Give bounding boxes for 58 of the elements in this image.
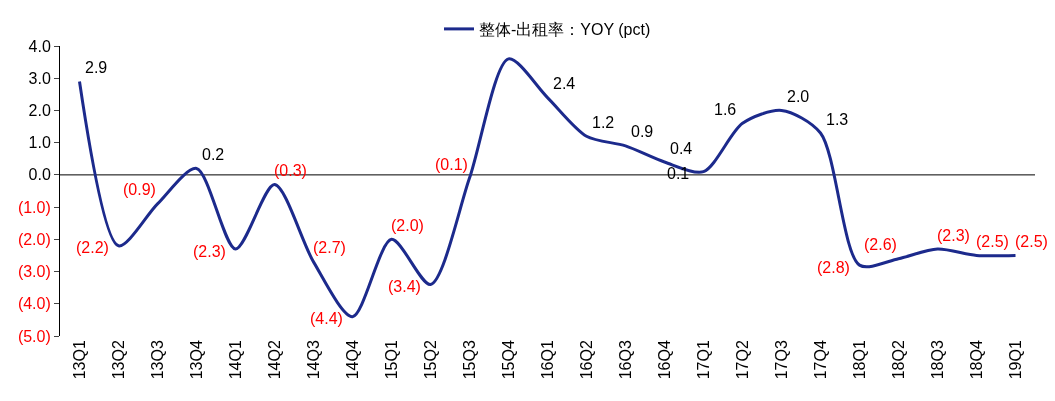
- x-tick-label: 14Q1: [226, 340, 244, 380]
- data-label: (0.1): [435, 156, 468, 173]
- x-tick-label: 16Q4: [655, 340, 673, 380]
- y-tick-label: (5.0): [17, 327, 51, 345]
- x-tick-label: 18Q3: [928, 340, 946, 380]
- x-tick-label: 18Q1: [850, 340, 868, 380]
- data-label: (2.0): [391, 217, 424, 234]
- x-tick-label: 19Q1: [1006, 340, 1024, 380]
- x-tick-label: 14Q3: [304, 340, 322, 380]
- x-tick-label: 16Q3: [616, 340, 634, 380]
- y-tick-label: (1.0): [17, 198, 51, 216]
- x-tick-label: 15Q2: [421, 340, 439, 380]
- x-tick-label: 15Q3: [460, 340, 478, 380]
- data-label: (2.3): [937, 227, 970, 244]
- x-tick-label: 17Q1: [694, 340, 712, 380]
- data-label: (2.2): [76, 239, 109, 256]
- x-tick-label: 15Q4: [499, 340, 517, 380]
- x-tick-label: 17Q2: [733, 340, 751, 380]
- x-tick-label: 17Q3: [772, 340, 790, 380]
- x-tick-label: 17Q4: [811, 340, 829, 380]
- y-tick-label: 2.0: [28, 102, 51, 120]
- data-label: (3.4): [388, 278, 421, 295]
- y-tick-label: (2.0): [17, 230, 51, 248]
- x-tick-label: 16Q1: [538, 340, 556, 380]
- x-tick-label: 13Q2: [109, 340, 127, 380]
- y-tick-label: (3.0): [17, 263, 51, 281]
- data-label: (0.9): [123, 181, 156, 198]
- data-label: 2.4: [553, 75, 576, 92]
- data-label: 0.2: [202, 146, 225, 163]
- data-label: 1.3: [826, 111, 849, 128]
- x-tick-label: 13Q3: [148, 340, 166, 380]
- x-tick-label: 13Q4: [187, 340, 205, 380]
- legend-label: 整体-出租率：YOY (pct): [479, 21, 651, 39]
- x-tick-label: 13Q1: [70, 340, 88, 380]
- data-label: 2.9: [85, 59, 108, 76]
- x-tick-label: 16Q2: [577, 340, 595, 380]
- y-tick-label: 4.0: [28, 37, 51, 55]
- data-label: 0.4: [670, 140, 693, 157]
- data-label: (2.3): [193, 243, 226, 260]
- data-label: (2.7): [313, 239, 346, 256]
- y-tick-label: 0.0: [28, 166, 51, 184]
- data-label: 0.9: [631, 123, 654, 140]
- y-tick-label: 1.0: [28, 134, 51, 152]
- y-tick-label: (4.0): [17, 295, 51, 313]
- x-tick-label: 18Q4: [967, 340, 985, 380]
- y-tick-label: 3.0: [28, 69, 51, 87]
- data-label: (2.8): [817, 259, 850, 276]
- data-label: (2.5): [1015, 233, 1048, 250]
- data-label: (2.5): [976, 233, 1009, 250]
- x-tick-label: 14Q4: [343, 340, 361, 380]
- data-label: (2.6): [864, 236, 897, 253]
- data-label: 1.6: [714, 101, 737, 118]
- x-tick-label: 15Q1: [382, 340, 400, 380]
- data-label: 2.0: [787, 88, 810, 105]
- data-label: 1.2: [592, 114, 615, 131]
- x-tick-label: 18Q2: [889, 340, 907, 380]
- data-label: (4.4): [310, 310, 343, 327]
- x-tick-label: 14Q2: [265, 340, 283, 380]
